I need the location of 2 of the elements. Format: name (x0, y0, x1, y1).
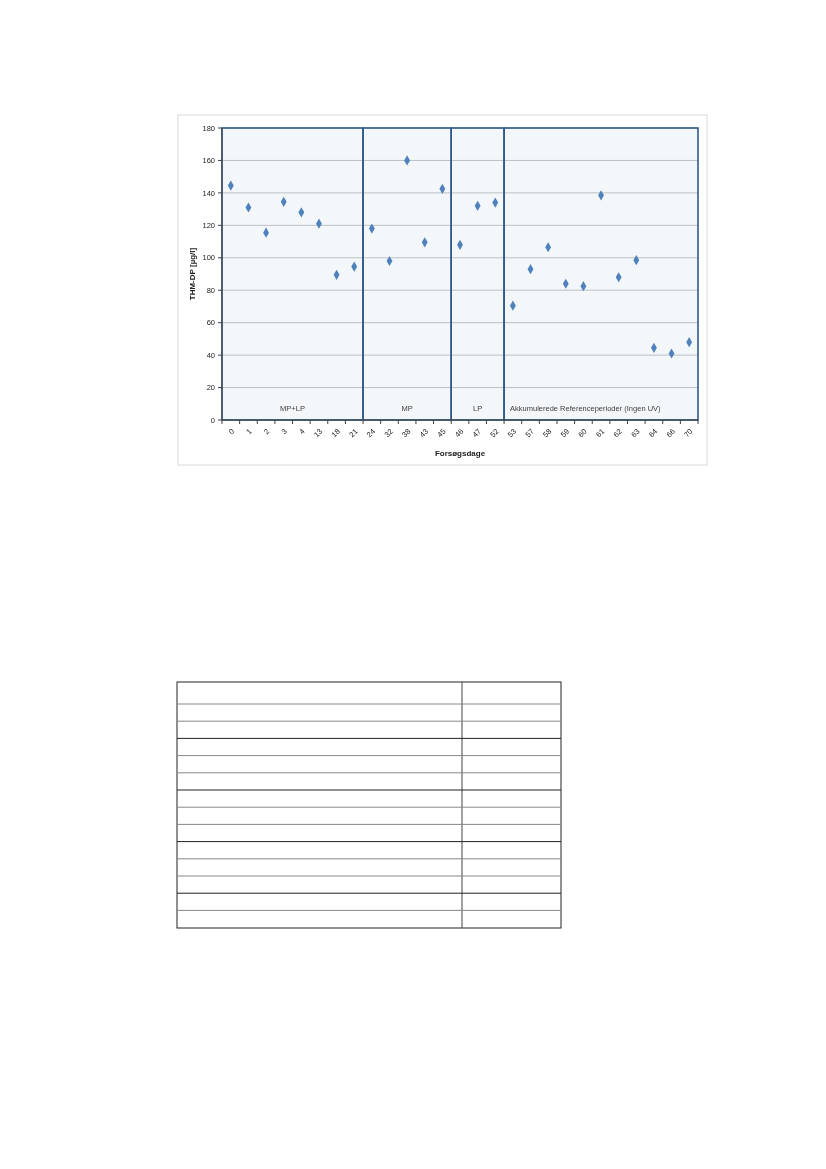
x-axis-title: Forsøgsdage (434, 449, 486, 458)
y-axis-title: THM-DP [µg/l] (188, 247, 197, 301)
